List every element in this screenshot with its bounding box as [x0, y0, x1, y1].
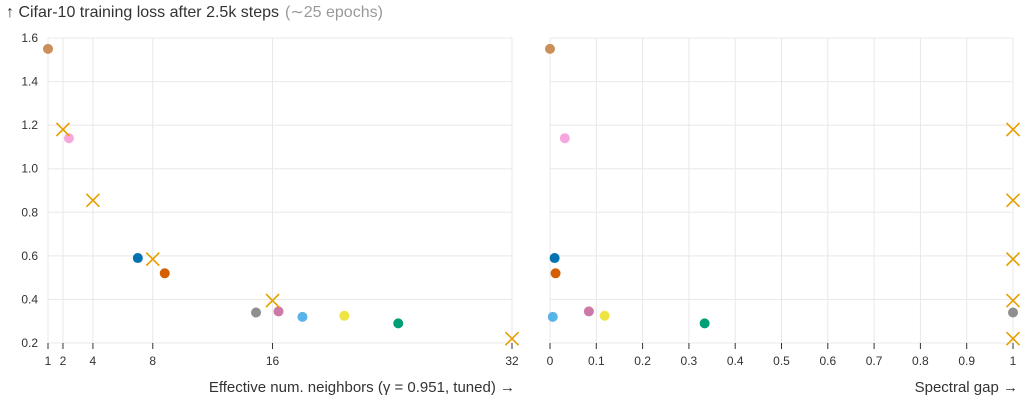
p1-point-s4-0	[251, 307, 262, 318]
p2-point-s1-0	[559, 133, 570, 144]
p2-xtick-label-0: 0	[547, 354, 554, 368]
p2-xtick-label-3: 0.3	[681, 354, 698, 368]
p2-xtick-label-8: 0.8	[912, 354, 929, 368]
p1-ytick-label-2: 0.6	[21, 249, 38, 263]
p1-point-s1-0	[63, 133, 74, 144]
p1-point-s0-0	[43, 43, 53, 54]
p2-xtick-label-5: 0.5	[773, 354, 790, 368]
p2-point-s7-0	[699, 318, 710, 329]
p1-xtick-label-0: 1	[45, 354, 52, 368]
p1-ytick-label-6: 1.4	[21, 75, 38, 89]
p1-xtick-label-3: 8	[149, 354, 156, 368]
p1-cross-point-4	[504, 331, 520, 346]
p1-xtick-label-2: 4	[90, 354, 97, 368]
p2-point-s3-0	[550, 268, 561, 279]
p1-point-s3-0	[159, 268, 170, 279]
p2-cross-point-1	[1005, 193, 1021, 208]
p1-cross-point-2	[145, 252, 160, 267]
p2-point-s6-0	[599, 310, 610, 321]
p2-cross-point-2	[1005, 252, 1021, 267]
p2-cross-point-0	[1005, 122, 1021, 137]
chart-title: ↑ Cifar-10 training loss after 2.5k step…	[6, 2, 383, 22]
p1-ytick-label-5: 1.2	[21, 118, 38, 132]
p2-point-s4-0	[547, 311, 558, 322]
p1-cross-point-1	[85, 193, 100, 208]
chart-title-main: ↑ Cifar-10 training loss after 2.5k step…	[6, 4, 280, 21]
p2-point-s5-0	[583, 306, 594, 317]
p1-cross-point-0	[55, 122, 71, 137]
p1-cross-point-3	[265, 293, 280, 308]
p2-xtick-label-6: 0.6	[819, 354, 836, 368]
p1-ytick-label-0: 0.2	[21, 336, 38, 350]
p2-xtick-label-4: 0.4	[727, 354, 744, 368]
p2-xtick-label-7: 0.7	[866, 354, 883, 368]
p2-xtick-label-1: 0.1	[588, 354, 605, 368]
p2-xtick-label-9: 0.9	[958, 354, 975, 368]
p2-cross-point-3	[1005, 293, 1021, 308]
p1-point-s5-0	[273, 306, 284, 317]
p2-x-axis-title: Spectral gap →	[915, 379, 1018, 396]
p1-ytick-label-7: 1.6	[21, 31, 38, 45]
p2-point-s8-0	[1008, 307, 1018, 318]
p1-point-s7-0	[339, 310, 350, 321]
p1-ytick-label-3: 0.8	[21, 205, 38, 219]
p1-xtick-label-4: 16	[266, 354, 280, 368]
p1-point-s6-0	[297, 311, 308, 322]
p2-point-s2-0	[549, 253, 560, 264]
p2-point-s0-0	[545, 43, 555, 54]
p1-xtick-label-1: 2	[60, 354, 67, 368]
p2-xtick-label-10: 1	[1010, 354, 1017, 368]
p1-xtick-label-5: 32	[505, 354, 519, 368]
p1-point-s8-0	[393, 318, 404, 329]
p2-xtick-label-2: 0.2	[634, 354, 651, 368]
p1-ytick-label-1: 0.4	[21, 292, 38, 306]
p1-ytick-label-4: 1.0	[21, 162, 38, 176]
p1-x-axis-title: Effective num. neighbors (γ = 0.951, tun…	[209, 379, 515, 396]
chart-subtitle: (∼25 epochs)	[285, 4, 383, 21]
p2-cross-point-4	[1005, 331, 1021, 346]
p1-point-s2-0	[132, 253, 143, 264]
